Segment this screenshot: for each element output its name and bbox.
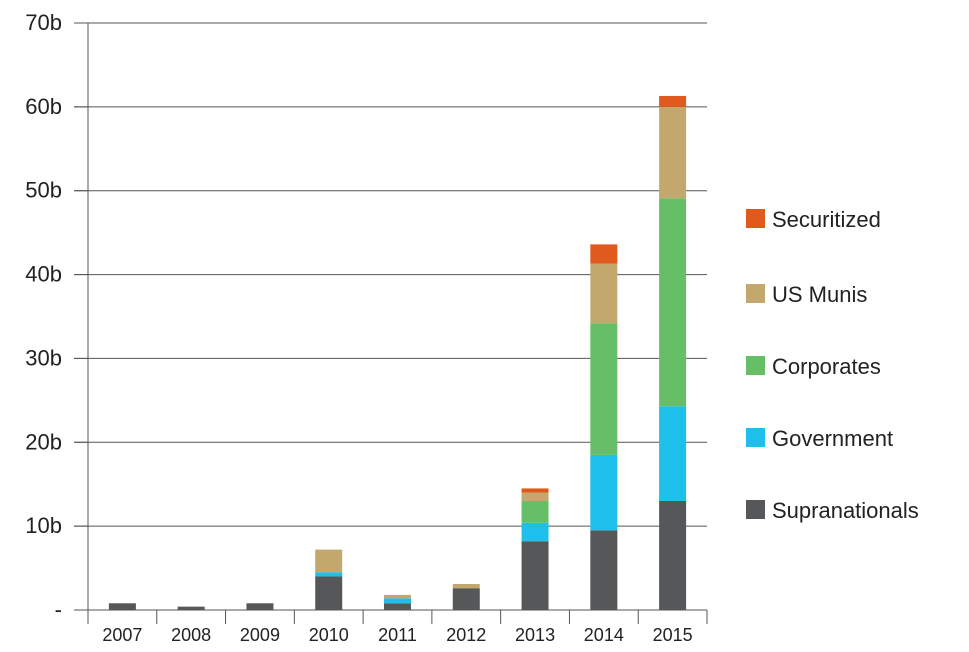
bar-segment	[590, 244, 618, 264]
bar-segment	[521, 488, 549, 493]
y-tick-label: 30b	[25, 345, 62, 370]
x-tick-label: 2010	[309, 625, 349, 645]
bar-segment	[452, 588, 480, 610]
x-tick-label: 2009	[240, 625, 280, 645]
bar-segment	[659, 500, 687, 610]
y-tick-label: 60b	[25, 94, 62, 119]
bar-segment	[315, 576, 343, 610]
y-tick-label: 70b	[25, 10, 62, 35]
y-tick-label: 20b	[25, 429, 62, 454]
x-tick-label: 2014	[584, 625, 624, 645]
bar-segment	[659, 106, 687, 199]
bar-segment	[590, 323, 618, 455]
legend: Securitized US Munis Corporates Government S…	[746, 207, 919, 523]
legend-label: US Munis	[772, 282, 867, 307]
legend-swatch	[746, 500, 765, 519]
legend-swatch	[746, 428, 765, 447]
x-tick-label: 2015	[653, 625, 693, 645]
bar-segment	[659, 198, 687, 407]
legend-label: Government	[772, 426, 893, 451]
y-tick-label: 40b	[25, 262, 62, 287]
bar-segment	[590, 454, 618, 531]
bar-segment	[108, 603, 136, 610]
x-tick-label: 2012	[446, 625, 486, 645]
bar-segment	[384, 598, 411, 604]
gridlines	[74, 22, 707, 527]
bar-segment	[590, 530, 618, 610]
bar-segment	[659, 406, 687, 501]
legend-swatch	[746, 284, 765, 303]
legend-swatch	[746, 356, 765, 375]
bar-segment	[659, 95, 687, 107]
bar-segment	[246, 603, 274, 610]
x-tick-label: 2011	[378, 625, 417, 645]
y-tick-label: 10b	[25, 513, 62, 538]
x-axis: 2007 2008 2009 2010 2011 2012 2013 2014 2015	[74, 609, 708, 645]
bar-segment	[315, 549, 343, 573]
x-tick-label: 2007	[102, 625, 142, 645]
bar-segment	[177, 606, 205, 610]
bar-segment	[521, 522, 549, 542]
bar-segment	[452, 584, 480, 589]
bar-segment	[384, 603, 411, 610]
x-tick-label: 2013	[515, 625, 555, 645]
legend-swatch	[746, 209, 765, 228]
y-tick-label: 50b	[25, 178, 62, 203]
bar-segment	[521, 492, 549, 501]
y-tick-label: -	[55, 597, 62, 622]
bar-segment	[521, 500, 549, 523]
legend-label: Supranationals	[772, 498, 919, 523]
x-tick-label: 2008	[171, 625, 211, 645]
bar-segment	[315, 572, 343, 577]
legend-label: Securitized	[772, 207, 881, 232]
legend-label: Corporates	[772, 354, 881, 379]
bar-segment	[384, 594, 411, 599]
y-axis: - 10b 20b 30b 40b 50b 60b 70b	[25, 10, 89, 622]
bar-segment	[590, 263, 618, 324]
bars	[108, 95, 687, 610]
bar-segment	[521, 541, 549, 610]
